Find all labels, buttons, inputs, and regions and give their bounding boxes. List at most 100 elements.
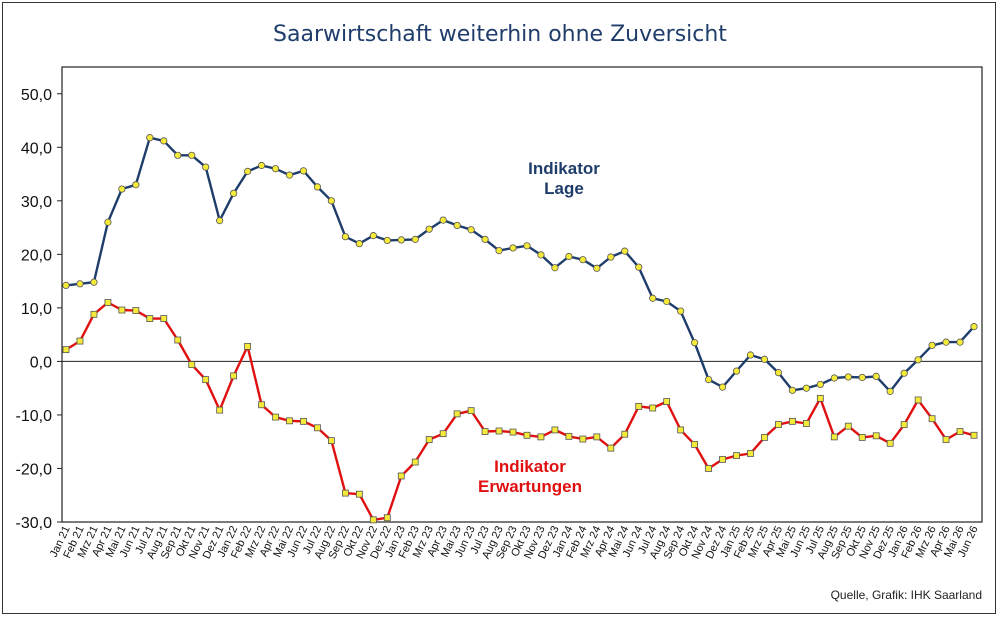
data-point [104,218,112,226]
data-point [760,355,769,363]
y-tick-label: -20,0 [16,461,53,478]
plot-area-border [61,66,983,523]
y-tick-label: -10,0 [16,408,53,425]
data-point [775,421,782,428]
data-point [607,253,615,261]
data-point [188,151,196,159]
data-point [300,417,307,425]
data-point [328,437,335,445]
data-point [495,427,503,435]
data-point [425,436,433,443]
data-point [509,428,517,436]
data-point [188,361,196,369]
data-point [788,386,797,394]
source-note: Quelle, Grafik: IHK Saarland [830,588,982,602]
data-point [718,383,727,391]
data-point [886,439,894,447]
data-point [621,430,629,438]
data-point [383,236,391,245]
data-point [286,417,293,425]
data-point [691,440,699,448]
data-point [174,336,182,344]
data-point [76,280,84,288]
data-point [369,516,377,524]
data-point [802,420,810,427]
data-point [872,372,880,380]
data-point [411,235,419,243]
data-point [174,151,182,159]
series-lage [62,134,978,395]
data-point [271,165,280,173]
data-point [747,450,754,457]
data-point [956,428,964,435]
data-point [146,315,154,322]
data-point [704,376,713,384]
data-point [551,264,559,272]
series-layer [62,134,978,524]
data-point [257,161,266,170]
data-point [481,428,489,435]
data-point [202,376,210,384]
chart-axes: -30,0-20,0-10,00,010,020,030,040,050,0Ja… [16,66,983,561]
series-labels: Indikator Lage Indikator Erwartungen [478,159,600,496]
data-point [900,421,908,428]
data-point [62,346,70,354]
data-point [537,251,545,259]
series-label-lage-line2: Lage [544,179,584,198]
data-point [607,444,615,452]
data-point [495,247,503,255]
data-point [355,240,363,248]
data-point [858,434,866,441]
data-point [272,413,279,421]
data-point [509,244,517,252]
data-point [844,422,852,430]
series-line [65,301,975,522]
series-erwartungen [62,299,978,524]
data-point [579,435,587,443]
data-point [970,323,978,331]
data-point [886,387,894,395]
data-point [593,264,601,272]
data-point [383,514,391,522]
data-point [202,163,210,171]
series-line [65,136,975,393]
data-point [355,490,363,498]
data-point [663,297,671,306]
data-point [677,426,685,434]
series-label-erwartungen-line2: Erwartungen [478,477,582,496]
data-point [104,299,112,306]
data-point [914,396,922,404]
data-point [453,410,461,418]
data-point [467,407,475,415]
data-point [118,306,126,314]
data-point [90,278,98,286]
data-point [928,415,936,423]
data-point [928,341,936,349]
data-point [858,373,866,382]
data-point [244,343,252,350]
data-point [453,221,461,230]
y-tick-label: 40,0 [21,140,52,157]
data-point [942,436,950,443]
data-point [397,472,405,480]
data-point [160,137,168,145]
data-point [299,167,308,175]
series-label-lage-line1: Indikator [528,159,600,178]
data-point [314,424,321,432]
data-point [230,372,238,380]
data-point [774,369,783,377]
data-point [146,134,154,142]
data-point [439,430,447,438]
data-point [565,432,573,440]
data-point [551,426,559,434]
data-point [733,452,740,460]
data-point [830,374,838,382]
data-point [467,226,475,234]
y-tick-label: 10,0 [21,301,52,318]
chart-title: Saarwirtschaft weiterhin ohne Zuversicht [273,22,727,47]
data-point [719,455,726,463]
series-label-erwartungen-line1: Indikator [494,457,566,476]
data-point [76,337,84,345]
